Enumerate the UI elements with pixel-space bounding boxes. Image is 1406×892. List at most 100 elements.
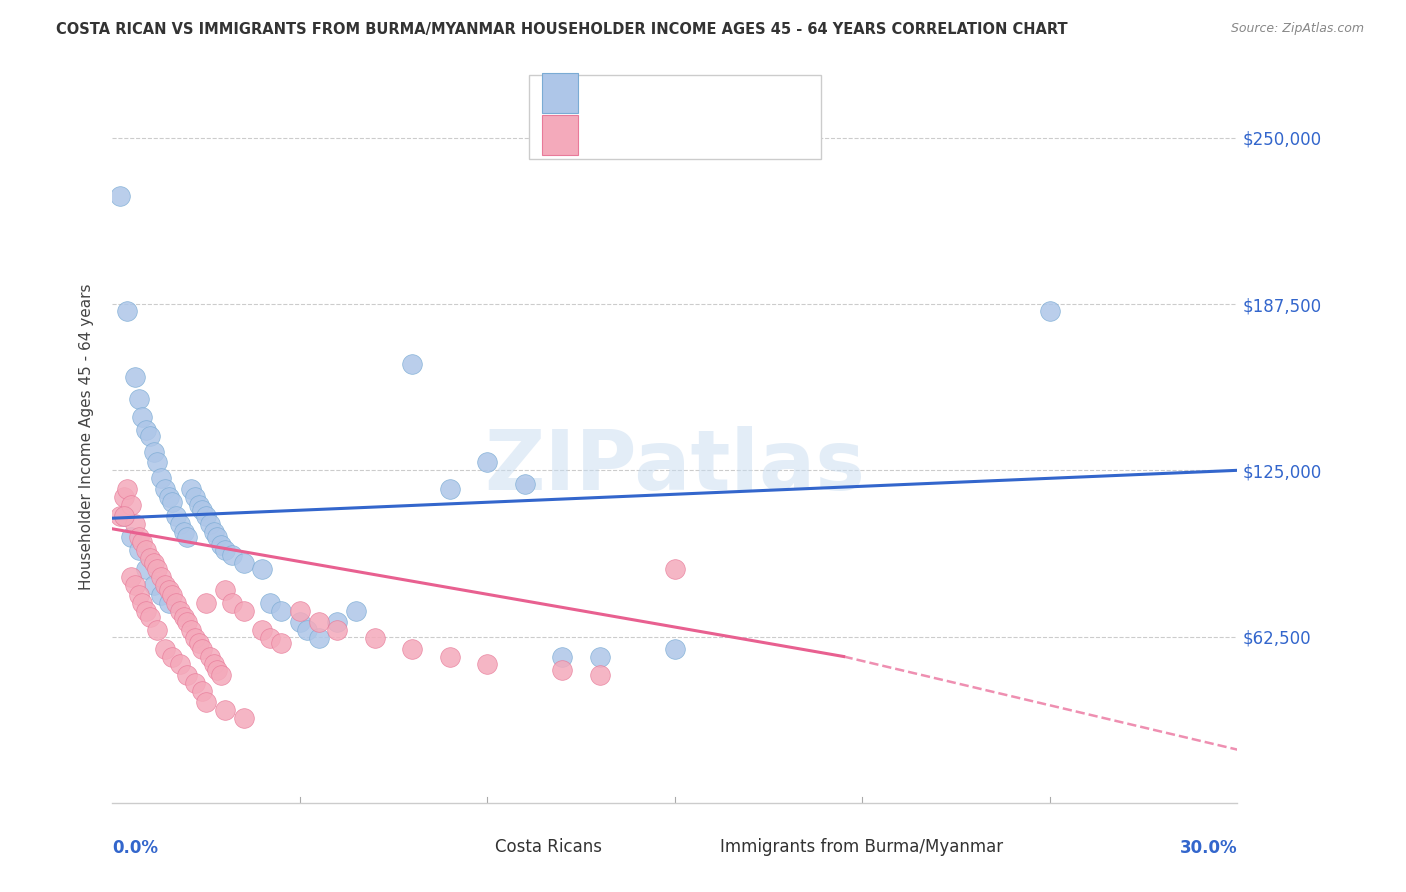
Point [259,631,281,645]
Point [139,609,162,624]
Point [142,577,165,591]
FancyBboxPatch shape [669,832,711,860]
Point [153,482,176,496]
Point [270,636,292,650]
Point [157,596,180,610]
Point [439,482,461,496]
Point [142,444,165,458]
Point [112,508,135,523]
Text: Immigrants from Burma/Myanmar: Immigrants from Burma/Myanmar [720,838,1002,855]
Point [169,604,191,618]
FancyBboxPatch shape [444,832,486,860]
Point [477,455,499,469]
Point [513,476,536,491]
Point [176,668,198,682]
Point [1039,303,1062,318]
Text: COSTA RICAN VS IMMIGRANTS FROM BURMA/MYANMAR HOUSEHOLDER INCOME AGES 45 - 64 YEA: COSTA RICAN VS IMMIGRANTS FROM BURMA/MYA… [56,22,1069,37]
FancyBboxPatch shape [543,73,578,113]
Point [165,508,187,523]
Point [664,562,686,576]
Point [187,498,209,512]
Point [202,657,225,672]
Point [108,508,131,523]
Point [169,657,191,672]
Text: R =: R = [593,82,628,100]
Point [184,676,207,690]
Text: Source: ZipAtlas.com: Source: ZipAtlas.com [1230,22,1364,36]
Point [551,663,574,677]
Point [297,623,319,637]
Point [112,490,135,504]
Point [120,530,142,544]
Point [135,562,157,576]
Point [150,570,173,584]
Point [157,582,180,597]
Point [112,508,135,523]
Text: -0.306: -0.306 [647,124,706,143]
Point [401,641,423,656]
Point [221,549,243,563]
Point [146,623,169,637]
Point [288,615,311,629]
Point [169,516,191,531]
Point [308,631,330,645]
Point [202,524,225,539]
Point [162,588,184,602]
Point [364,631,387,645]
Point [150,471,173,485]
Point [146,562,169,576]
Point [589,649,612,664]
Point [308,615,330,629]
Point [135,543,157,558]
Point [232,557,254,571]
Point [128,530,150,544]
Point [131,410,153,425]
Point [139,429,162,443]
Point [173,609,195,624]
Point [176,530,198,544]
Point [165,596,187,610]
Text: 0.0%: 0.0% [112,839,159,857]
Point [184,631,207,645]
Text: R =: R = [593,124,628,143]
Point [142,557,165,571]
Point [344,604,367,618]
Point [214,703,236,717]
Point [439,649,461,664]
Text: ZIPatlas: ZIPatlas [485,425,865,507]
Point [589,668,612,682]
Point [326,623,349,637]
Point [153,577,176,591]
Point [214,543,236,558]
Point [664,641,686,656]
Text: 0.080: 0.080 [647,82,699,100]
Point [207,663,229,677]
Point [124,370,146,384]
Text: Costa Ricans: Costa Ricans [495,838,602,855]
Point [128,392,150,406]
Point [135,604,157,618]
Point [209,538,232,552]
Y-axis label: Householder Income Ages 45 - 64 years: Householder Income Ages 45 - 64 years [79,284,94,591]
Point [146,455,169,469]
Point [191,503,214,517]
Point [108,189,131,203]
Point [198,516,221,531]
Point [120,498,142,512]
Point [191,641,214,656]
Text: N =: N = [703,82,740,100]
Point [135,424,157,438]
Point [184,490,207,504]
Point [131,596,153,610]
Point [162,649,184,664]
Text: 61: 61 [752,124,776,143]
Point [128,588,150,602]
Point [124,516,146,531]
Text: N =: N = [703,124,740,143]
Point [288,604,311,618]
Point [195,695,218,709]
Text: 52: 52 [752,82,776,100]
Point [221,596,243,610]
Point [180,482,202,496]
Point [195,596,218,610]
